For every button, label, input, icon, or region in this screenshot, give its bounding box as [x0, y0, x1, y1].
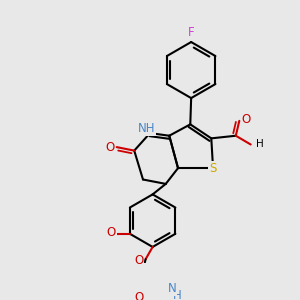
- Text: O: O: [107, 226, 116, 238]
- Text: O: O: [105, 141, 114, 154]
- Text: H: H: [173, 290, 182, 300]
- Text: F: F: [188, 26, 194, 39]
- Text: H: H: [256, 140, 263, 149]
- Text: O: O: [134, 254, 143, 267]
- Text: O: O: [134, 291, 143, 300]
- Text: NH: NH: [138, 122, 155, 135]
- Text: N: N: [167, 283, 176, 296]
- Text: O: O: [242, 112, 251, 126]
- Text: S: S: [209, 162, 217, 175]
